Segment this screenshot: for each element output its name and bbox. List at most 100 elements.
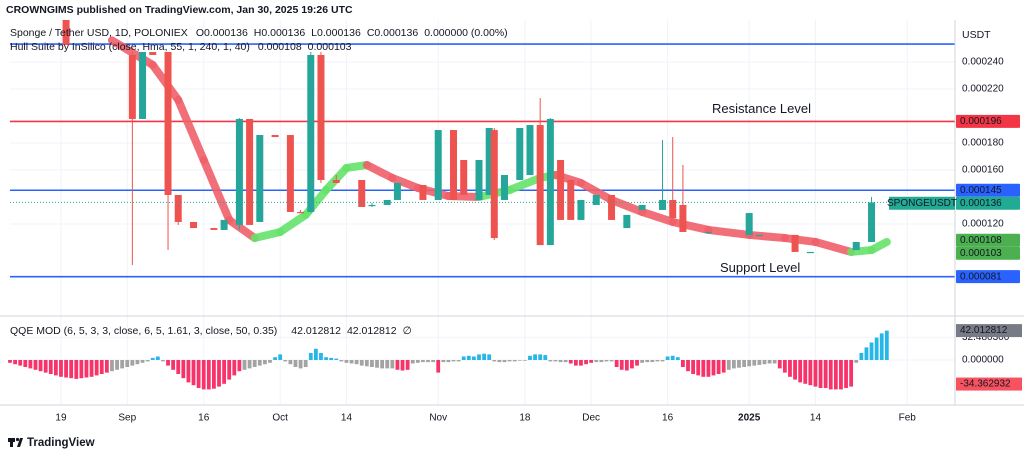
- qqe-bar: [375, 360, 379, 368]
- candle-body: [638, 204, 646, 210]
- qqe-bar: [660, 360, 665, 362]
- qqe-bar: [79, 360, 84, 379]
- qqe-bar: [222, 360, 227, 384]
- candle-body: [852, 241, 860, 251]
- price-tag-label: 0.000136: [960, 198, 1002, 209]
- qqe-bar: [747, 360, 752, 367]
- qqe-bar: [278, 354, 283, 360]
- candle-body: [210, 228, 218, 230]
- qqe-bar: [64, 360, 68, 378]
- qqe-bar: [324, 357, 328, 360]
- qqe-bar: [181, 360, 186, 379]
- candle-body: [164, 51, 172, 195]
- qqe-bar: [533, 354, 537, 360]
- qqe-bar: [84, 360, 89, 378]
- hull-segment: [576, 178, 616, 204]
- symbol-tag-label: SPONGEUSDT: [887, 198, 957, 209]
- price-tag: [956, 114, 1020, 128]
- annotation: Resistance Level: [712, 101, 811, 116]
- qqe-bar: [752, 360, 757, 366]
- legend-text: Sponge / Tether USD, 1D, POLONIEX: [10, 27, 188, 39]
- qqe-bar: [828, 360, 833, 390]
- qqe-bar: [43, 360, 48, 373]
- qqe-bar: [655, 360, 660, 362]
- hull-segment: [388, 173, 422, 192]
- qqe-bar: [155, 356, 160, 360]
- qqe-bar: [441, 360, 446, 363]
- candle-body: [450, 130, 458, 200]
- qqe-bar: [482, 353, 486, 360]
- price-tag: [956, 196, 1020, 210]
- legend-text: 0.000108: [258, 41, 302, 53]
- qqe-bar: [874, 337, 879, 360]
- qqe-bar: [262, 360, 267, 365]
- grid: [10, 20, 955, 405]
- qqe-bar: [757, 360, 762, 365]
- candle-body: [745, 213, 753, 235]
- qqe-bar: [589, 360, 594, 363]
- legend-text: 0.000000 (0.00%): [424, 27, 507, 39]
- publisher-line: CROWNGIMS published on TradingView.com, …: [6, 4, 353, 16]
- qqe-bar: [670, 355, 675, 360]
- qqe-bar: [257, 360, 262, 366]
- qqe-bar: [196, 360, 201, 388]
- qqe-bar: [344, 360, 349, 363]
- qqe-bar: [833, 360, 838, 390]
- qqe-bar: [186, 360, 191, 383]
- qqe-bar: [59, 360, 63, 377]
- qqe-bar: [788, 360, 792, 377]
- candle-body: [332, 179, 340, 183]
- qqe-bar: [645, 360, 650, 363]
- qqe-bar: [665, 356, 670, 360]
- qqe-bar: [823, 360, 828, 388]
- qqe-bar: [721, 360, 726, 373]
- candle-body: [220, 219, 228, 230]
- qqe-bar: [609, 360, 614, 362]
- qqe-bar: [584, 360, 588, 365]
- qqe-bar: [339, 360, 344, 362]
- x-tick-label: 18: [519, 413, 531, 424]
- price-tag: [956, 183, 1020, 197]
- x-tick-label: 16: [662, 413, 674, 424]
- qqe-bar: [23, 360, 28, 367]
- qqe-bar: [522, 360, 527, 361]
- legend-text: ∅: [403, 325, 412, 337]
- qqe-bar: [711, 360, 716, 376]
- hull-segment: [780, 234, 820, 246]
- qqe-bar: [237, 360, 242, 372]
- qqe-bar: [579, 360, 583, 366]
- qqe-bar: [849, 360, 854, 387]
- candle-body: [567, 179, 575, 220]
- qqe-bar: [74, 360, 79, 379]
- qqe-bar: [431, 360, 436, 363]
- qqe-bar: [497, 360, 502, 363]
- qqe-bar: [395, 360, 400, 370]
- qqe-bar: [150, 357, 155, 360]
- qqe-bar: [599, 360, 604, 363]
- qqe-bar: [354, 360, 359, 365]
- qqe-bar: [681, 360, 685, 367]
- qqe-bar: [553, 360, 558, 362]
- qqe-bar: [808, 360, 813, 386]
- price-tag: [956, 270, 1020, 284]
- qqe-bar: [359, 360, 364, 366]
- legend-text: L: [311, 27, 317, 39]
- qqe-bar: [28, 360, 33, 369]
- qqe-bar: [742, 360, 746, 367]
- qqe-bar: [762, 360, 767, 365]
- legend-text: 0.000136: [204, 27, 248, 39]
- candle-body: [679, 204, 687, 232]
- qqe-bar: [212, 360, 216, 389]
- candle-body: [139, 51, 147, 119]
- candle-body: [235, 118, 243, 225]
- qqe-bar: [99, 360, 104, 374]
- candle-body: [755, 234, 763, 237]
- qqe-bar: [614, 360, 619, 367]
- price-pane: Resistance Level Support Level: [10, 20, 955, 278]
- hull-segment: [199, 156, 234, 224]
- candle-body: [659, 199, 667, 210]
- qqe-bar: [782, 360, 787, 373]
- qqe-bar: [319, 353, 323, 360]
- qqe-bar: [507, 360, 512, 362]
